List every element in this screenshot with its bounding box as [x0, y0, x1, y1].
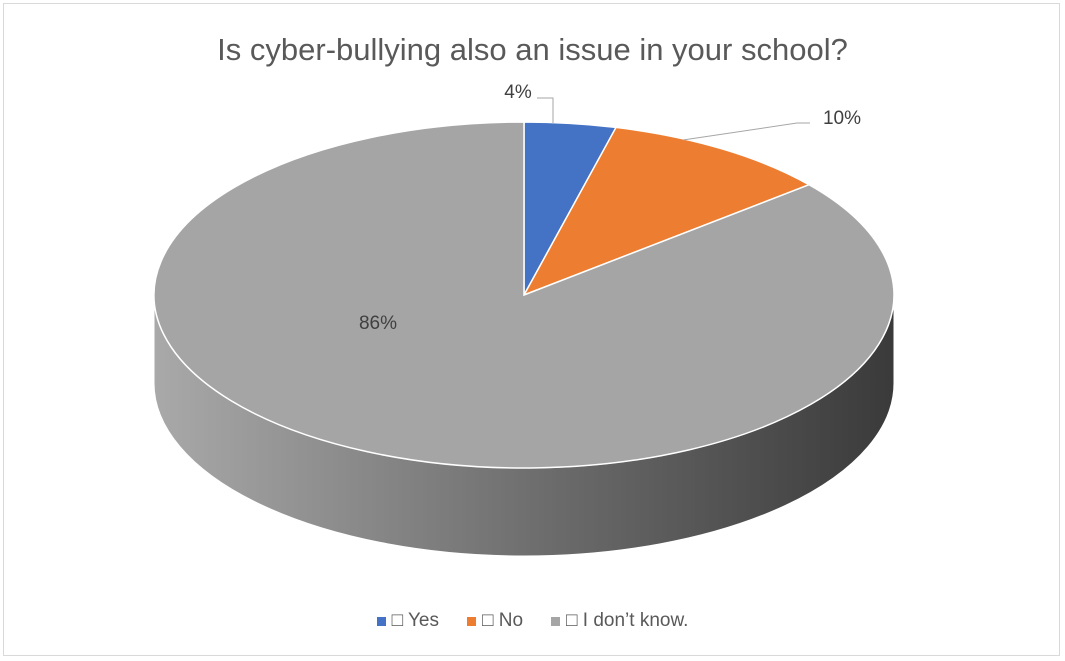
- legend-label-yes: □ Yes: [391, 610, 439, 631]
- legend-label-no: □ No: [481, 610, 524, 631]
- legend-item-yes: □ Yes: [376, 610, 439, 632]
- legend-swatch-yes: [376, 616, 386, 626]
- legend-item-no: □ No: [466, 610, 524, 632]
- pie-slice-no: [522, 126, 811, 297]
- data-label-yes: 4%: [504, 82, 532, 103]
- legend-label-dont-know: □ I don’t know.: [566, 610, 689, 631]
- leader-line-no: [682, 122, 810, 141]
- legend-swatch-no: [466, 616, 476, 626]
- legend-swatch-dont-know: [551, 616, 561, 626]
- legend: □ Yes □ No □ I don’t know.: [0, 610, 1065, 632]
- pie-slice-dont-know: [153, 121, 895, 469]
- data-label-no: 10%: [823, 108, 861, 129]
- data-label-dont-know: 86%: [359, 313, 397, 334]
- legend-item-dont-know: □ I don’t know.: [551, 610, 688, 632]
- chart-title: Is cyber-bullying also an issue in your …: [217, 32, 848, 67]
- leader-line-yes: [537, 97, 554, 123]
